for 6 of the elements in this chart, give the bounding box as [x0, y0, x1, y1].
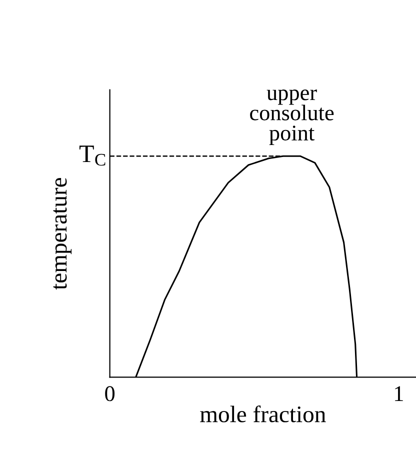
x-axis-title: mole fraction: [200, 405, 326, 422]
y-axis-title: temperature: [53, 178, 72, 290]
annotation: upper consolute point: [250, 90, 334, 146]
x-tick-label: 1: [395, 386, 403, 401]
ref-line-label: T$_{C}$: [79, 146, 106, 166]
x-tick-label: 0: [105, 386, 115, 402]
